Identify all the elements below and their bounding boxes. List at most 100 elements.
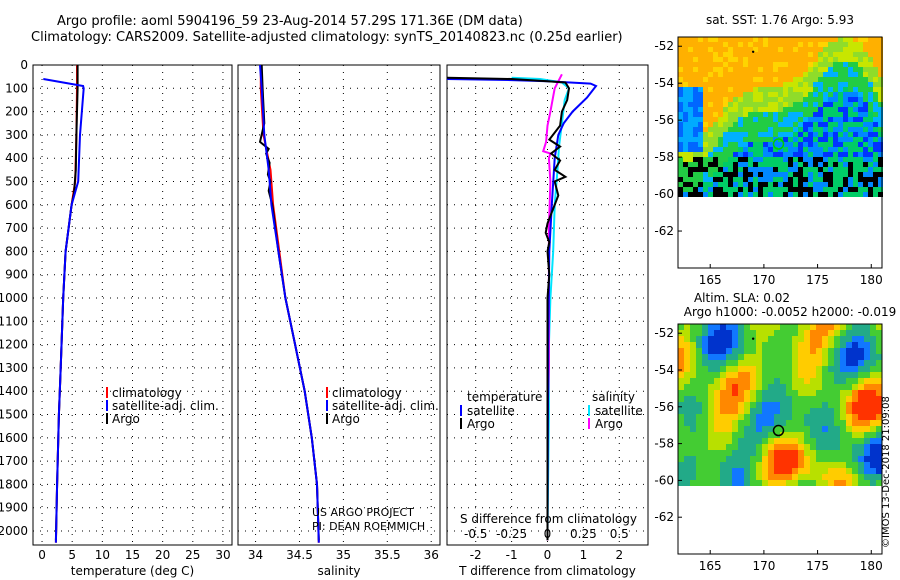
sst-map-ytick-label: -62 <box>654 224 674 238</box>
salinity-xtick-label: 34 <box>248 548 263 562</box>
difference-xtick-label: -2 <box>470 548 482 562</box>
header-title-2: Climatology: CARS2009. Satellite-adjuste… <box>31 30 623 45</box>
temperature-series-climatology <box>54 65 78 543</box>
sst-map-dot <box>751 50 755 53</box>
difference-xtick-label: 1 <box>580 548 588 562</box>
sst-map-ytick-label: -60 <box>654 187 674 201</box>
temperature-xtick-label: 5 <box>68 548 76 562</box>
sla-map-ytick-label: -54 <box>654 363 674 377</box>
salinity-legend-label: satellite-adj. clim. <box>332 399 439 413</box>
sst-map-ytick-label: -54 <box>654 76 674 90</box>
depth-tick-label: 1100 <box>0 314 28 328</box>
salinity-xtick-label: 35 <box>336 548 351 562</box>
salinity-frame <box>237 64 441 546</box>
sla-map-xtick-label: 180 <box>860 559 883 573</box>
depth-tick-label: 200 <box>5 105 28 119</box>
difference-xtick-label: 2 <box>615 548 623 562</box>
temperature-xtick-label: 30 <box>215 548 230 562</box>
temperature-xtick-label: 25 <box>185 548 200 562</box>
depth-tick-label: 1000 <box>0 291 28 305</box>
sla-map-xtick-label: 170 <box>752 559 775 573</box>
sst-map-frame <box>677 36 883 269</box>
depth-tick-label: 1300 <box>0 361 28 375</box>
salinity-series-argo <box>258 65 320 541</box>
depth-tick-label: 300 <box>5 128 28 142</box>
temperature-series-satellite-adj-clim- <box>43 78 85 543</box>
depth-tick-label: 500 <box>5 175 28 189</box>
temperature-xlabel: temperature (deg C) <box>71 564 194 578</box>
difference-legend-label: satellite <box>467 404 515 418</box>
sla-map-ytick-label: -52 <box>654 326 674 340</box>
temperature-xtick-label: 0 <box>38 548 46 562</box>
difference-xtick-label: -1 <box>506 548 518 562</box>
sst-map-ytick-label: -52 <box>654 39 674 53</box>
difference-series-group <box>447 73 598 541</box>
salinity-legend-label: Argo <box>332 412 360 426</box>
sst-map-ytick-label: -58 <box>654 150 674 164</box>
sla-map-xtick-label: 175 <box>806 559 829 573</box>
sla-map-ytick-label: -62 <box>654 510 674 524</box>
sst-map-argo-marker <box>772 138 785 150</box>
difference-legend-label: satellite <box>595 404 643 418</box>
temperature-series-argo <box>54 65 79 541</box>
depth-tick-label: 800 <box>5 244 28 258</box>
difference-xtick-label: 0 <box>544 548 552 562</box>
sla-map-ytick-label: -60 <box>654 473 674 487</box>
temperature-legend-label: climatology <box>112 386 182 400</box>
sst-map-xtick-label: 175 <box>806 273 829 287</box>
difference-secondary-xtick-label: -0.25 <box>496 527 527 541</box>
header-title-1: Argo profile: aoml 5904196_59 23-Aug-201… <box>57 14 523 29</box>
temperature-xtick-label: 20 <box>155 548 170 562</box>
sla-map-argo-marker <box>772 424 785 437</box>
sla-map-xtick-label: 165 <box>699 559 722 573</box>
depth-tick-label: 1500 <box>0 408 28 422</box>
depth-tick-label: 1200 <box>0 338 28 352</box>
depth-tick-label: 400 <box>5 151 28 165</box>
salinity-xlabel: salinity <box>317 564 360 578</box>
sst-map-xtick-label: 165 <box>699 273 722 287</box>
temperature-legend-label: Argo <box>112 412 140 426</box>
difference-legend-label: Argo <box>595 417 623 431</box>
salinity-series-satellite-adj-clim- <box>259 65 320 543</box>
depth-tick-label: 900 <box>5 268 28 282</box>
sla-map-title: Altim. SLA: 0.02 <box>694 291 790 305</box>
sla-map-dot <box>751 337 755 340</box>
sla-map-field <box>678 324 882 486</box>
credit-pi: PI: DEAN ROEMMICH <box>312 520 425 533</box>
depth-tick-label: 1800 <box>0 477 28 491</box>
sla-map-subtitle: Argo h1000: -0.0052 h2000: -0.019 <box>684 305 897 319</box>
difference-secondary-xtick-label: 0.5 <box>610 527 629 541</box>
difference-legend-title: temperature <box>467 390 542 404</box>
depth-tick-label: 1700 <box>0 454 28 468</box>
sla-map-ytick-label: -56 <box>654 400 674 414</box>
sst-map-field <box>678 37 883 197</box>
difference-secondary-xtick-label: -0.5 <box>464 527 487 541</box>
salinity-series-group <box>258 65 320 543</box>
depth-tick-label: 1900 <box>0 501 28 515</box>
depth-tick-label: 0 <box>20 58 28 72</box>
sst-map-xtick-label: 180 <box>860 273 883 287</box>
difference-secondary-xtick-label: 0.25 <box>570 527 597 541</box>
depth-tick-label: 1400 <box>0 384 28 398</box>
temperature-xtick-label: 10 <box>95 548 110 562</box>
temperature-xtick-label: 15 <box>125 548 140 562</box>
depth-tick-label: 2000 <box>0 524 28 538</box>
salinity-xtick-label: 34.5 <box>286 548 313 562</box>
salinity-legend-label: climatology <box>332 386 402 400</box>
sst-map-xtick-label: 170 <box>752 273 775 287</box>
difference-legend-title: salinity <box>592 390 635 404</box>
sla-map-frame <box>677 323 883 555</box>
credit-project: US ARGO PROJECT <box>312 506 414 519</box>
difference-legend-label: Argo <box>467 417 495 431</box>
sla-map-ytick-label: -58 <box>654 437 674 451</box>
difference-series-t-satellite <box>447 78 598 532</box>
sst-map-ytick-label: -56 <box>654 113 674 127</box>
salinity-xtick-label: 36 <box>424 548 439 562</box>
temperature-legend-label: satellite-adj. clim. <box>112 399 219 413</box>
depth-tick-label: 1600 <box>0 431 28 445</box>
difference-series-t-argo <box>447 76 571 541</box>
depth-tick-label: 100 <box>5 81 28 95</box>
difference-xlabel: T difference from climatology <box>458 564 636 578</box>
credit-timestamp: ©IMOS 13-Dec-2018 21:09:08 <box>881 396 892 548</box>
